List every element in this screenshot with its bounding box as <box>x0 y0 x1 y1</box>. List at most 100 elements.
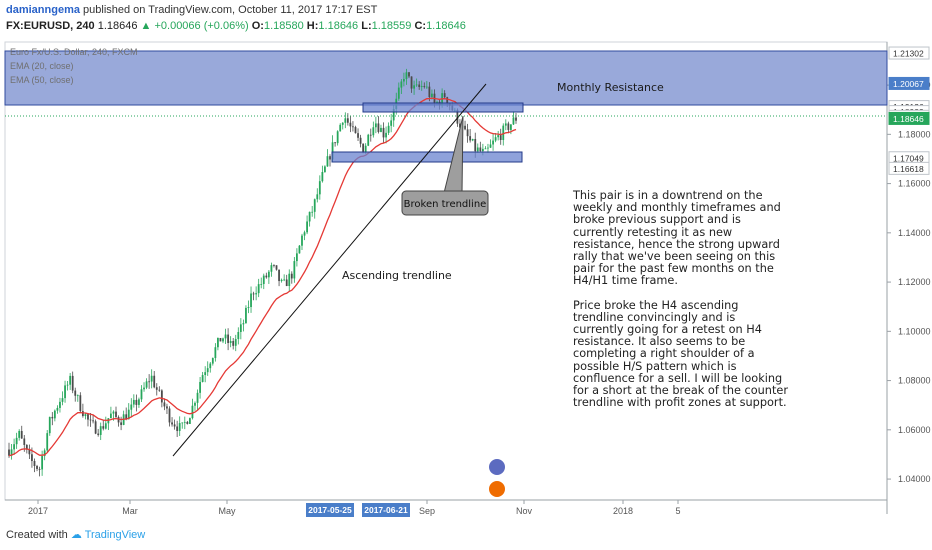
candle <box>255 293 258 295</box>
x-tick-label: 2018 <box>613 506 633 516</box>
candle <box>81 411 84 417</box>
analysis-text: This pair is in a downtrend on the weekl… <box>573 189 788 421</box>
price-label-text: 1.17049 <box>893 153 924 163</box>
open-label: O: <box>251 20 264 32</box>
price-chart[interactable]: 1.04000 1.06000 1.08000 1.10000 1.12000 1.140… <box>0 38 932 522</box>
price-label <box>888 46 930 60</box>
candle <box>112 411 115 414</box>
y-tick-label: 1.06000 <box>898 425 931 435</box>
candle <box>237 331 240 340</box>
candle <box>53 410 56 419</box>
candle <box>99 426 102 435</box>
candle <box>59 401 61 408</box>
candle <box>270 265 273 272</box>
event-flag-icon[interactable] <box>489 459 505 475</box>
candle <box>285 279 288 287</box>
low-value: 1.18559 <box>371 20 412 32</box>
candle <box>188 418 191 424</box>
created-with-text: Created with <box>6 529 68 541</box>
candle <box>390 120 393 126</box>
candle <box>431 93 433 98</box>
y-tick-label: 1.10000 <box>898 326 931 336</box>
candle <box>15 437 18 445</box>
candle <box>204 372 207 376</box>
candle <box>115 411 117 417</box>
candle <box>293 261 296 279</box>
date-badges: 2017-05-25 2017-06-21 <box>306 503 410 517</box>
candle <box>178 423 181 431</box>
candle <box>301 235 303 246</box>
price-label-text: 1.18646 <box>893 114 924 124</box>
candle <box>51 416 54 419</box>
candle <box>402 78 405 82</box>
monthly-resistance-zone[interactable] <box>4 50 888 106</box>
candle <box>229 341 232 344</box>
candle <box>209 363 212 369</box>
candle <box>217 337 219 348</box>
x-tick-labels: 2017 Mar May Sep Nov 2018 5 <box>28 500 681 516</box>
tradingview-cloud-icon: ☁ <box>70 529 82 541</box>
publish-info: damianngema published on TradingView.com… <box>6 4 377 16</box>
candle <box>245 307 247 324</box>
ascending-trendline[interactable] <box>172 83 487 457</box>
candle <box>324 166 326 173</box>
date-badge-label: 2017-05-25 <box>308 505 352 515</box>
candle <box>120 422 123 425</box>
candle <box>494 137 497 141</box>
candle <box>471 139 474 141</box>
candle <box>346 118 349 123</box>
candle <box>186 421 189 424</box>
candle <box>130 404 133 410</box>
candle <box>171 422 173 425</box>
candle <box>369 134 372 136</box>
high-value: 1.18646 <box>318 20 359 32</box>
candle <box>275 265 278 270</box>
open-value: 1.18580 <box>263 20 304 32</box>
candle <box>183 421 186 423</box>
author-link[interactable]: damianngema <box>6 4 80 16</box>
candle <box>181 422 184 424</box>
candle <box>25 444 28 450</box>
candle <box>232 341 235 346</box>
candle <box>308 211 311 222</box>
change-text: ▲ +0.00066 (+0.06%) <box>140 20 249 32</box>
candle <box>71 375 74 391</box>
y-tick-label: 1.16000 <box>898 179 931 189</box>
candle <box>321 172 324 182</box>
event-flag-icon[interactable] <box>489 481 505 497</box>
candle <box>311 211 314 213</box>
candle <box>76 395 79 397</box>
candle <box>176 426 179 431</box>
candle <box>339 124 342 132</box>
h4-support-zone[interactable] <box>331 151 523 163</box>
candle <box>428 86 431 98</box>
symbol-text: FX:EURUSD, 240 <box>6 20 95 32</box>
legend-ema20: EMA (20, close) <box>10 61 74 71</box>
candle <box>316 194 319 200</box>
price-label-text: 1.16618 <box>893 164 924 174</box>
candle <box>469 136 472 141</box>
candle <box>148 381 151 383</box>
candle <box>199 381 201 393</box>
broken-trendline-callout[interactable] <box>401 190 489 216</box>
y-tick-label: 1.18000 <box>898 129 931 139</box>
x-tick-label: 2017 <box>28 506 48 516</box>
candle <box>400 81 403 88</box>
candle <box>413 85 415 89</box>
candle <box>191 405 194 419</box>
candle <box>474 139 477 152</box>
candle <box>61 398 64 402</box>
candle <box>385 132 387 138</box>
candle <box>492 140 494 145</box>
candle <box>38 468 41 470</box>
h4-resistance-zone[interactable] <box>362 102 524 113</box>
candle <box>446 97 449 104</box>
candle <box>10 449 13 456</box>
candle <box>415 84 418 86</box>
tradingview-link[interactable]: TradingView <box>84 529 146 541</box>
y-tick-label: 1.08000 <box>898 376 931 386</box>
candle <box>166 406 168 409</box>
candle <box>510 124 512 130</box>
candle <box>257 284 260 294</box>
legend-ema50: EMA (50, close) <box>10 75 74 85</box>
